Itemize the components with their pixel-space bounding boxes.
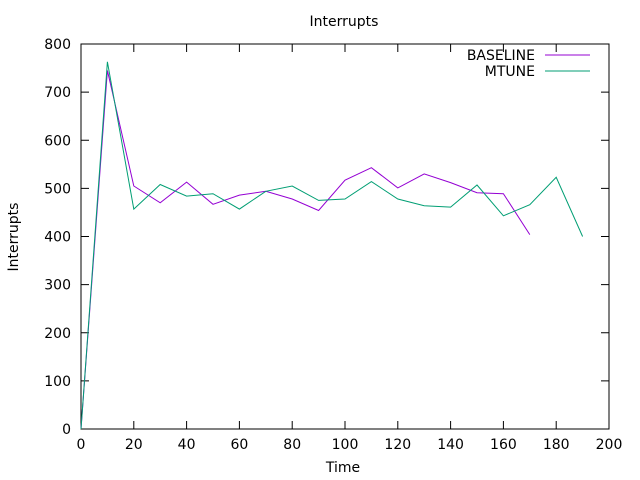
y-tick-label: 100: [44, 374, 71, 390]
series-line-baseline: [80, 70, 531, 430]
y-tick-label: 500: [44, 181, 71, 197]
x-tick-label: 180: [543, 437, 570, 453]
y-tick-label: 800: [44, 37, 71, 53]
axis-ticks: 0 20 40 60 80 100 120 140 160 180 200 0 100 200 300 400…: [44, 37, 622, 453]
legend-label-mtune: MTUNE: [485, 64, 535, 80]
x-tick-label: 140: [437, 437, 464, 453]
plot-frame: [80, 43, 610, 430]
y-axis-label: Interrupts: [6, 203, 22, 272]
y-tick-label: 600: [44, 133, 71, 149]
x-tick-label: 120: [384, 437, 411, 453]
x-tick-label: 100: [332, 437, 359, 453]
x-tick-label: 200: [596, 437, 623, 453]
series-lines: [80, 61, 584, 430]
y-tick-label: 300: [44, 278, 71, 294]
y-tick-label: 700: [44, 85, 71, 101]
x-tick-label: 20: [125, 437, 143, 453]
x-tick-label: 80: [283, 437, 301, 453]
y-tick-label: 0: [62, 422, 71, 438]
x-tick-label: 60: [230, 437, 248, 453]
y-tick-label: 400: [44, 230, 71, 246]
series-line-mtune: [80, 61, 584, 430]
x-tick-label: 0: [77, 437, 86, 453]
x-tick-label: 40: [178, 437, 196, 453]
x-tick-label: 160: [490, 437, 517, 453]
chart-title: Interrupts: [310, 14, 379, 30]
x-axis-label: Time: [325, 460, 360, 476]
legend-label-baseline: BASELINE: [467, 48, 535, 64]
y-tick-label: 200: [44, 326, 71, 342]
